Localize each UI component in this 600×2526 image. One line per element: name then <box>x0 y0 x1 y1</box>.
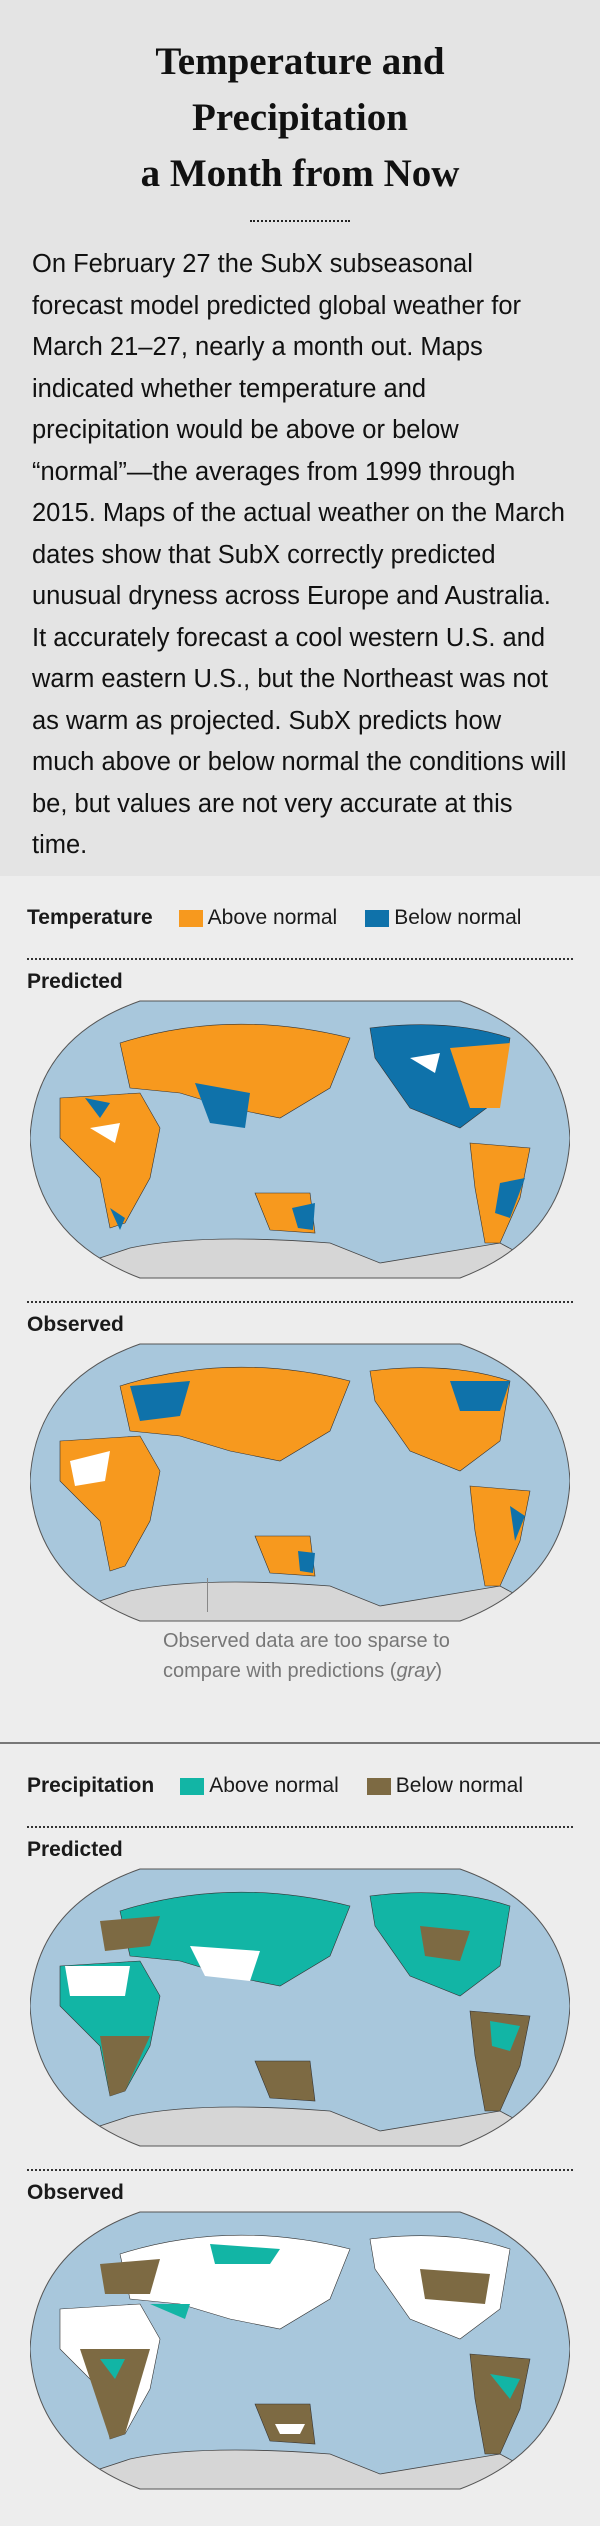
caption-text: Observed data are too sparse to <box>163 1630 450 1652</box>
dotted-divider <box>27 1826 573 1828</box>
dotted-divider <box>27 1301 573 1303</box>
precipitation-section: Precipitation Above normal Below normal … <box>0 1744 600 2526</box>
caption-italic: gray <box>396 1660 436 1682</box>
legend-title: Temperature <box>27 906 153 929</box>
predicted-label: Predicted <box>27 970 123 993</box>
dotted-divider <box>27 2169 573 2171</box>
legend-label: Above normal <box>209 1774 339 1797</box>
caption-text: compare with predictions ( <box>163 1660 397 1682</box>
legend-label: Below normal <box>395 1774 524 1797</box>
deck-text: On February 27 the SubX subseasonal fore… <box>32 250 567 859</box>
swatch-below-icon <box>366 1777 391 1795</box>
temperature-predicted-map <box>30 1000 570 1279</box>
observed-label: Observed <box>27 2181 124 2204</box>
intro-panel: Temperature and Precipitation a Month fr… <box>0 0 600 876</box>
legend-title: Precipitation <box>27 1774 155 1797</box>
caption-text: ) <box>435 1660 443 1682</box>
temperature-section: Temperature Above normal Below normal Pr… <box>0 876 600 1736</box>
precipitation-predicted-map <box>30 1868 570 2147</box>
callout-leader <box>207 1578 208 1612</box>
title-line: a Month from Now <box>140 152 460 195</box>
swatch-below-icon <box>365 909 390 927</box>
page-title: Temperature and Precipitation a Month fr… <box>28 34 572 202</box>
observed-label: Observed <box>27 1313 124 1336</box>
legend-above: Above normal <box>180 1774 339 1798</box>
title-line: Precipitation <box>192 96 408 139</box>
legend-label: Above normal <box>207 906 338 929</box>
legend-below: Below normal <box>365 906 521 930</box>
title-line: Temperature and <box>155 40 445 83</box>
legend-below: Below normal <box>366 1774 524 1798</box>
gray-caption: Observed data are too sparse to compare … <box>163 1578 573 1736</box>
dotted-divider <box>27 958 573 960</box>
section-divider <box>0 1742 600 1744</box>
precipitation-observed-map <box>30 2211 570 2490</box>
legend-label: Below normal <box>394 906 522 929</box>
precipitation-legend: Precipitation Above normal Below normal <box>27 1744 573 1812</box>
temperature-observed-map <box>30 1343 570 1622</box>
predicted-label: Predicted <box>27 1838 123 1861</box>
swatch-above-icon <box>180 1777 205 1795</box>
title-divider <box>250 220 350 222</box>
swatch-above-icon <box>178 909 203 927</box>
legend-above: Above normal <box>178 906 338 930</box>
temperature-legend: Temperature Above normal Below normal <box>27 876 573 944</box>
